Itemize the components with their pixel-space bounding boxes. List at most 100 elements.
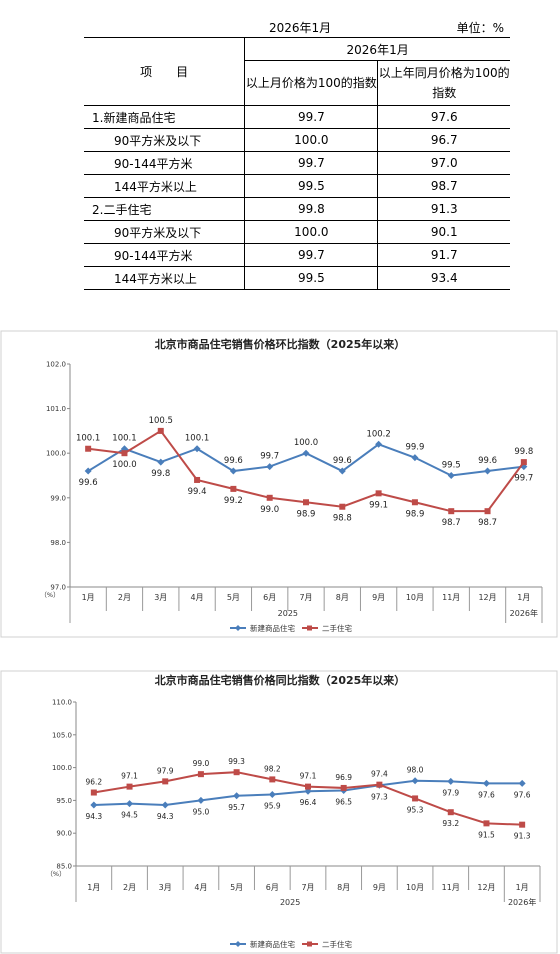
row-yoy-value: 96.7: [377, 128, 510, 152]
data-point: [85, 445, 92, 452]
data-label: 99.5: [442, 461, 461, 471]
data-label: 95.0: [193, 807, 210, 816]
y-tick-label: 95.0: [56, 797, 72, 805]
row-yoy-value: 91.3: [377, 197, 510, 221]
data-point: [447, 472, 455, 479]
data-point: [447, 777, 455, 785]
data-label: 99.6: [333, 456, 352, 466]
data-point: [412, 795, 419, 802]
legend-label-second-hand: 二手住宅: [322, 623, 352, 633]
data-label: 99.6: [478, 456, 497, 466]
item-column-header: 项 目: [84, 37, 246, 106]
data-point: [518, 779, 526, 787]
x-tick-label: 10月: [406, 593, 424, 602]
x-tick-label: 10月: [406, 883, 424, 892]
data-label: 98.7: [442, 518, 461, 528]
chart-title: 北京市商品住宅销售价格环比指数（2025年以来）: [155, 337, 406, 351]
data-label: 99.1: [369, 500, 388, 510]
data-point: [376, 781, 383, 788]
data-point: [126, 800, 134, 808]
data-point: [157, 427, 164, 434]
data-label: 99.8: [514, 447, 533, 457]
data-label: 100.5: [149, 416, 173, 426]
table-unit-label: 单位：%: [456, 21, 504, 35]
x-tick-label: 7月: [301, 883, 314, 892]
row-label: 1.新建商品住宅: [84, 105, 246, 129]
data-point: [448, 508, 455, 515]
data-point: [519, 821, 526, 828]
data-point: [266, 494, 273, 501]
data-label: 94.3: [157, 812, 174, 821]
data-point: [126, 783, 133, 790]
y-tick-label: 85.0: [56, 863, 72, 871]
row-yoy-value: 91.7: [377, 243, 510, 267]
row-mom-value: 99.7: [244, 105, 379, 129]
data-point: [339, 503, 346, 510]
x-tick-label: 5月: [230, 883, 243, 892]
x-tick-label: 11月: [442, 593, 460, 602]
data-point: [483, 820, 490, 827]
row-mom-value: 100.0: [244, 128, 379, 152]
row-yoy-value: 90.1: [377, 220, 510, 244]
data-point: [482, 779, 490, 787]
x-tick-label: 1月: [82, 593, 95, 602]
data-label: 95.9: [264, 801, 281, 810]
data-label: 98.0: [407, 766, 424, 775]
data-label: 98.9: [405, 509, 424, 519]
data-point: [338, 467, 346, 475]
row-label: 90-144平方米: [84, 243, 246, 267]
x-tick-label: 3月: [154, 593, 167, 602]
row-mom-value: 99.5: [244, 174, 379, 198]
x-tick-label: 2月: [118, 593, 131, 602]
data-point: [229, 467, 237, 475]
x-tick-label: 12月: [478, 593, 496, 602]
x-tick-label: 6月: [263, 593, 276, 602]
row-label: 90平方米及以下: [84, 128, 246, 152]
data-label: 100.1: [112, 434, 136, 444]
data-label: 98.7: [478, 518, 497, 528]
data-point: [411, 499, 418, 506]
data-label: 99.7: [260, 452, 279, 462]
data-label: 97.6: [478, 790, 495, 799]
y-tick-label: 99.0: [50, 494, 66, 502]
data-point: [411, 777, 419, 785]
x-tick-label: 11月: [442, 883, 460, 892]
data-label: 99.8: [151, 469, 170, 479]
data-point: [375, 490, 382, 497]
row-mom-value: 99.8: [244, 197, 379, 221]
data-point: [484, 508, 491, 515]
chart-frame: [0, 670, 558, 954]
data-label: 100.0: [112, 460, 136, 470]
group-column-header: 2026年1月: [244, 37, 510, 61]
row-label: 90平方米及以下: [84, 220, 246, 244]
data-label: 97.1: [300, 772, 317, 781]
data-point: [269, 776, 276, 783]
data-point: [197, 796, 205, 804]
y-tick-label: 100.0: [46, 450, 66, 458]
row-mom-value: 99.7: [244, 151, 379, 175]
data-label: 99.9: [405, 443, 424, 453]
data-label: 99.7: [514, 474, 533, 484]
data-label: 96.4: [300, 798, 317, 807]
data-label: 97.9: [442, 788, 459, 797]
data-label: 97.1: [121, 772, 138, 781]
row-mom-value: 99.7: [244, 243, 379, 267]
data-label: 99.6: [224, 456, 243, 466]
row-mom-value: 99.5: [244, 266, 379, 290]
x-tick-label: 1月: [517, 593, 530, 602]
data-point: [305, 783, 311, 790]
y-tick-label: 110.0: [52, 699, 72, 707]
data-label: 97.3: [371, 792, 388, 801]
chart-frame: [0, 330, 558, 638]
data-point: [520, 459, 527, 466]
row-label: 144平方米以上: [84, 174, 246, 198]
x-tick-label: 8月: [337, 883, 350, 892]
legend-marker-new-homes: [235, 941, 241, 947]
row-yoy-value: 97.6: [377, 105, 510, 129]
data-point: [121, 450, 128, 457]
data-label: 100.1: [185, 434, 209, 444]
data-label: 99.2: [224, 496, 243, 506]
data-point: [233, 769, 240, 776]
year-label: 2026年: [508, 897, 536, 907]
yoy-index-chart: 北京市商品住宅销售价格同比指数（2025年以来） 85.0 90.0 95.0 100.…: [0, 670, 558, 954]
